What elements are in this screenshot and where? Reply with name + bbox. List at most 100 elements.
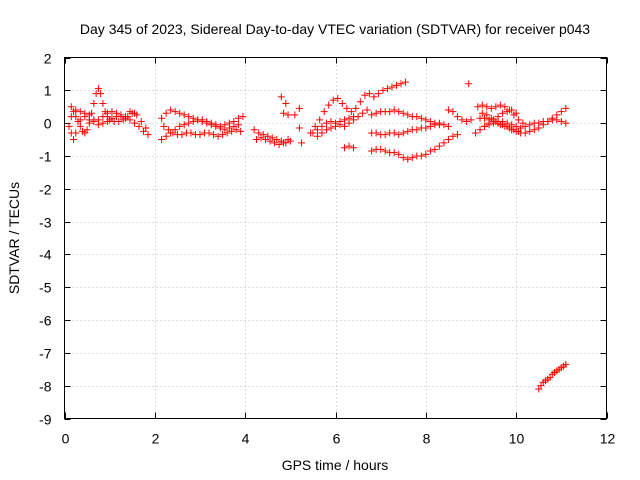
data-point: [81, 113, 89, 121]
data-point: [85, 116, 93, 124]
data-point: [426, 147, 434, 155]
data-point: [332, 122, 339, 130]
y-tick-label: -7: [39, 346, 52, 362]
data-point: [413, 113, 421, 121]
data-points: [65, 78, 570, 393]
data-point: [422, 150, 430, 158]
data-point: [402, 78, 410, 86]
x-tick-label: 8: [423, 431, 431, 447]
data-point: [327, 117, 335, 125]
data-point: [368, 111, 376, 119]
data-point: [413, 126, 421, 134]
data-point: [103, 109, 111, 117]
data-point: [444, 122, 452, 130]
data-point: [99, 119, 107, 127]
data-point: [207, 119, 215, 127]
data-point: [341, 116, 349, 124]
data-point: [422, 124, 430, 132]
data-point: [90, 99, 98, 107]
data-point: [505, 124, 513, 132]
data-point: [368, 147, 376, 155]
data-point: [187, 129, 195, 137]
data-point: [449, 132, 457, 140]
data-point: [97, 90, 105, 98]
data-point: [383, 85, 391, 93]
y-tick-label: -6: [39, 313, 52, 329]
data-point: [562, 360, 570, 368]
data-point: [94, 85, 102, 93]
data-point: [72, 129, 80, 137]
data-point: [72, 106, 80, 114]
data-point: [334, 95, 342, 103]
data-point: [453, 131, 461, 139]
data-point: [361, 91, 369, 99]
data-point: [365, 90, 373, 98]
data-point: [514, 116, 522, 124]
data-point: [117, 113, 125, 121]
data-point: [131, 109, 139, 117]
data-point: [76, 108, 84, 116]
data-point: [435, 119, 443, 127]
data-point: [94, 116, 102, 124]
data-point: [379, 86, 387, 94]
data-point: [280, 109, 288, 117]
data-point: [336, 117, 344, 125]
data-point: [350, 113, 358, 121]
data-point: [338, 99, 346, 107]
data-point: [325, 101, 333, 109]
data-point: [377, 145, 385, 153]
data-point: [483, 103, 491, 111]
data-point: [112, 109, 120, 117]
data-point: [514, 127, 522, 135]
data-point: [144, 131, 152, 139]
data-point: [239, 113, 247, 121]
data-point: [115, 117, 123, 125]
data-point: [178, 131, 186, 139]
data-point: [347, 108, 355, 116]
data-point: [417, 152, 425, 160]
data-point: [214, 132, 222, 140]
data-point: [99, 113, 107, 121]
data-point: [320, 108, 328, 116]
data-point: [352, 104, 360, 112]
data-point: [530, 126, 538, 134]
data-point: [103, 117, 111, 125]
data-point: [345, 142, 353, 150]
data-point: [160, 122, 168, 130]
data-point: [535, 119, 543, 127]
data-point: [363, 106, 371, 114]
data-point: [478, 109, 486, 117]
data-point: [341, 122, 349, 130]
data-point: [481, 122, 489, 130]
data-point: [219, 131, 227, 139]
data-point: [329, 96, 337, 104]
grid: [64, 57, 607, 419]
data-point: [388, 83, 396, 91]
y-axis-label: SDTVAR / TECUs: [6, 182, 22, 294]
data-point: [67, 113, 75, 121]
data-point: [404, 111, 412, 119]
data-point: [370, 93, 378, 101]
x-tick-label: 12: [600, 431, 616, 447]
data-point: [381, 147, 389, 155]
data-point: [65, 122, 73, 130]
data-point: [140, 127, 148, 135]
data-point: [404, 155, 412, 163]
data-point: [501, 122, 509, 130]
data-point: [521, 129, 529, 137]
data-point: [476, 126, 484, 134]
data-point: [108, 114, 116, 122]
data-point: [374, 90, 382, 98]
y-tick-label: -8: [39, 379, 52, 395]
data-point: [472, 129, 480, 137]
data-point: [131, 119, 139, 127]
data-point: [176, 109, 184, 117]
data-point: [228, 127, 236, 135]
y-tick-label: 2: [44, 51, 52, 67]
data-point: [478, 101, 486, 109]
data-point: [395, 150, 403, 158]
data-point: [462, 117, 470, 125]
data-point: [158, 114, 166, 122]
data-point: [169, 129, 177, 137]
